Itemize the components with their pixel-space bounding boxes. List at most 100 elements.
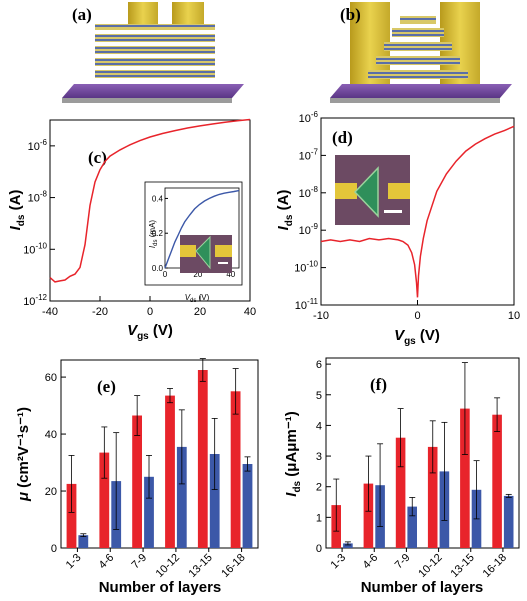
y-tick-label-f: 4 xyxy=(316,420,322,432)
error-bar-f xyxy=(344,541,351,546)
y-tick-label-d: 10-11 xyxy=(295,297,319,312)
bar-f-blue xyxy=(503,495,514,548)
inset-micrograph-c xyxy=(180,235,232,273)
bar-e-blue xyxy=(176,446,187,548)
plot-frame-f xyxy=(325,357,520,549)
y-tick-label-c: 10-12 xyxy=(23,293,47,308)
x-axis-title-e: Number of layers xyxy=(99,579,222,596)
y-axis-title-c: Ids (A) xyxy=(7,190,27,231)
x-tick-label-e: 4-6 xyxy=(97,552,117,572)
panel-label-f: (f) xyxy=(370,375,387,394)
x-tick-label-d: 0 xyxy=(414,310,420,322)
bar-f-red xyxy=(395,437,406,548)
panel-label-d: (d) xyxy=(332,128,353,147)
y-tick-label-e: 60 xyxy=(45,372,57,384)
x-tick-label-e: 16-18 xyxy=(219,552,247,580)
error-bar-f xyxy=(494,397,501,432)
error-bar-e xyxy=(166,388,173,404)
y-tick-label-c: 10-6 xyxy=(28,138,48,153)
panel-a-schematic: (a) xyxy=(62,2,244,103)
x-tick-label-c: 0 xyxy=(147,306,153,318)
error-bar-e xyxy=(178,409,185,485)
y-tick-label-f: 2 xyxy=(316,482,322,494)
error-bar-e xyxy=(146,455,153,499)
inset-x-axis-title: Vds (V) xyxy=(185,293,210,304)
y-axis-title-f: Ids (μAμm⁻¹) xyxy=(283,411,303,496)
panel-f-current-bars: (f) 0 1 2 3 4 5 6 1-3 4-6 7-9 10-12 13-15 16-18 Num… xyxy=(283,357,520,596)
panel-label-a: (a) xyxy=(72,5,92,24)
bars-f xyxy=(331,362,514,548)
panel-c-transfer-curve: (c) 10-12 10-10 10-8 10-6 -40 -20 0 20 40 Vgs (… xyxy=(7,118,256,342)
error-bar-f xyxy=(505,493,512,498)
inset-x-tick-label: 20 xyxy=(193,270,202,279)
bar-e-red xyxy=(99,452,110,548)
x-tick-label-f: 4-6 xyxy=(361,552,381,572)
layer-stack-b xyxy=(368,16,468,79)
y-tick-label-d: 10-8 xyxy=(299,185,319,200)
bars-e xyxy=(66,358,253,548)
y-axis-title-e: μ (cm²V⁻¹s⁻¹) xyxy=(15,407,32,502)
bar-e-blue xyxy=(209,454,220,548)
x-tick-label-c: -40 xyxy=(42,306,58,318)
error-bar-f xyxy=(429,420,436,474)
y-tick-label-e: 40 xyxy=(45,429,57,441)
x-tick-label-c: -20 xyxy=(92,306,108,318)
error-bar-e xyxy=(244,456,251,472)
bar-f-red xyxy=(427,446,438,548)
x-tick-label-c: 40 xyxy=(244,306,256,318)
y-tick-labels-c: 10-12 10-10 10-8 10-6 xyxy=(23,138,55,308)
bar-f-red xyxy=(363,483,374,548)
y-tick-label-e: 20 xyxy=(45,486,57,498)
y-tick-label-f: 3 xyxy=(316,451,322,463)
inset-y-tick-label: 0.0 xyxy=(152,264,164,273)
bar-f-blue xyxy=(407,506,417,548)
x-axis-title-d: Vgs (V) xyxy=(394,327,440,347)
y-tick-label-d: 10-9 xyxy=(299,222,319,237)
bar-e-blue xyxy=(78,535,89,548)
x-axis-title-c: Vgs (V) xyxy=(127,322,173,342)
bar-e-red xyxy=(132,415,142,548)
inset-y-axis-title: Ids (mA) xyxy=(148,220,159,248)
layer-stack-a xyxy=(95,24,215,78)
y-tick-label-e: 0 xyxy=(51,543,57,555)
bar-f-red xyxy=(460,408,470,548)
error-bar-f xyxy=(441,421,448,521)
error-bar-e xyxy=(68,455,75,513)
x-tick-labels-d: -10 0 10 xyxy=(313,300,520,322)
micrograph-d xyxy=(335,155,410,225)
y-tick-label-f: 1 xyxy=(316,512,322,524)
panel-e-mobility-bars: (e) 0 20 40 60 1-3 4-6 7-9 10-12 13-15 16-18 Num… xyxy=(15,358,259,596)
x-tick-label-e: 1-3 xyxy=(64,552,84,572)
substrate-b xyxy=(330,84,512,98)
plot-frame-e xyxy=(60,359,259,549)
inset-x-tick-label: 0 xyxy=(163,270,168,279)
panel-b-schematic: (b) xyxy=(330,2,512,103)
bar-f-blue xyxy=(343,543,353,548)
x-tick-label-f: 7-9 xyxy=(393,552,413,572)
y-tick-labels-e: 0 20 40 60 xyxy=(45,372,66,555)
error-bar-f xyxy=(397,408,404,468)
substrate-a xyxy=(62,84,244,98)
y-tick-labels-f: 0 1 2 3 4 5 6 xyxy=(316,359,331,555)
y-tick-labels-d: 10-11 10-10 10-9 10-8 10-7 10-6 xyxy=(294,110,326,312)
error-bar-f xyxy=(333,478,340,532)
bar-e-blue xyxy=(144,476,154,548)
electrode-right-a xyxy=(172,2,204,24)
error-bar-f xyxy=(409,497,416,517)
y-tick-label-d: 10-7 xyxy=(299,147,319,162)
electrode-left-a xyxy=(128,2,158,24)
error-bar-f xyxy=(461,362,468,455)
y-tick-label-f: 5 xyxy=(316,390,322,402)
x-tick-labels-e: 1-3 4-6 7-9 10-12 13-15 16-18 xyxy=(64,548,248,580)
inset-series-line xyxy=(164,189,240,269)
panel-label-b: (b) xyxy=(340,5,361,24)
x-tick-label-c: 20 xyxy=(194,306,206,318)
bar-e-red xyxy=(66,483,77,548)
substrate-base-b xyxy=(330,98,500,103)
x-tick-label-f: 13-15 xyxy=(448,552,476,580)
error-bar-e xyxy=(232,368,239,415)
error-bar-e xyxy=(113,432,120,530)
x-tick-label-f: 16-18 xyxy=(481,552,509,580)
inset-x-tick-label: 40 xyxy=(226,270,235,279)
